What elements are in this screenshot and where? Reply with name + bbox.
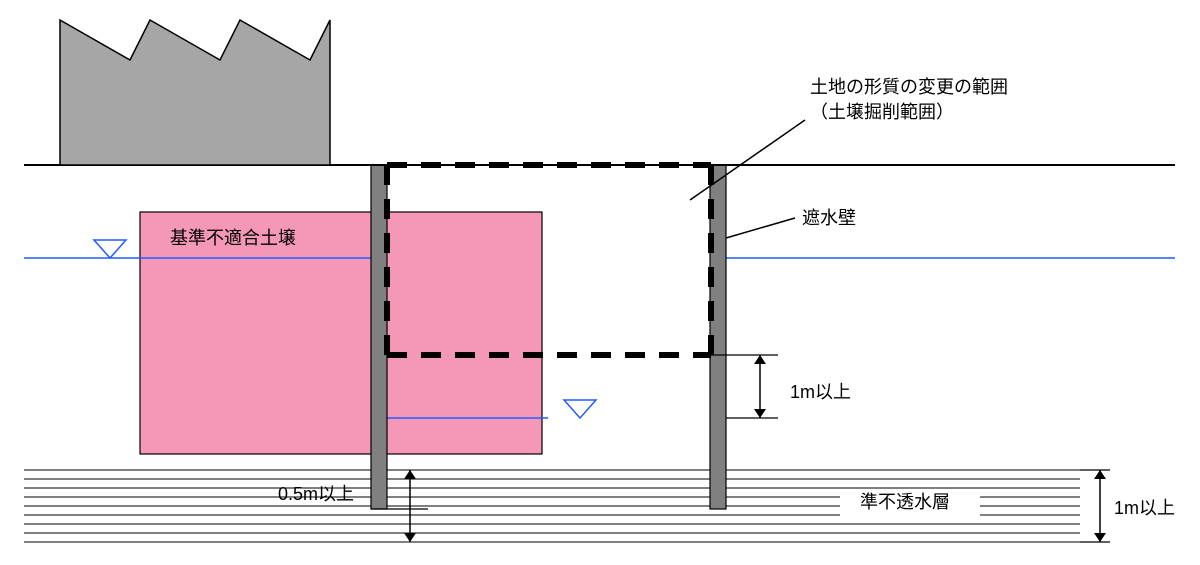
contaminated-soil-label: 基準不適合土壌 <box>170 228 296 248</box>
dim-label: 0.5m以上 <box>278 484 354 504</box>
soil-cross-section-diagram: 準不透水層 基準不適合土壌 土地の形質の変更の範囲 （土壌掘削範囲） 遮水壁 1m以上 0.… <box>0 0 1200 565</box>
dim-label: 1m以上 <box>790 382 851 402</box>
stratum-label: 準不透水層 <box>860 492 950 512</box>
excavation-range-label: （土壌掘削範囲） <box>810 102 954 122</box>
dim-label: 1m以上 <box>1114 498 1175 518</box>
cutoff-wall-label: 遮水壁 <box>802 208 856 228</box>
excavation-range-label: 土地の形質の変更の範囲 <box>810 77 1008 97</box>
